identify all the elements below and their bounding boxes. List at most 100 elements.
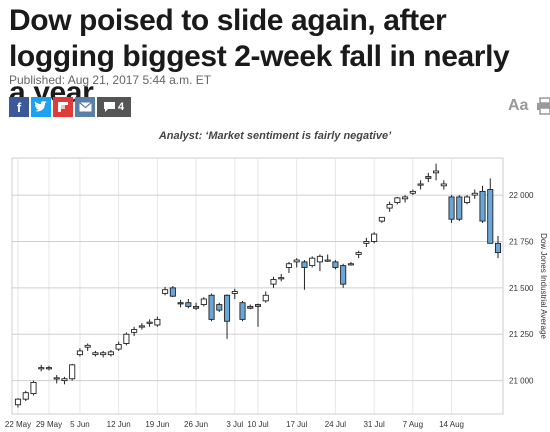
article-title: Dow poised to slide again, after logging… — [9, 4, 510, 109]
candle-up — [22, 392, 29, 400]
dow-candlestick-chart: 22 May 29 May 5 Jun 12 Jun 19 Jun 26 Jun 3 Jul… — [5, 157, 548, 429]
candle-up — [347, 263, 354, 266]
candle-up — [309, 257, 316, 267]
candle-up — [146, 321, 153, 324]
candle-up — [200, 298, 207, 306]
candle-up — [123, 333, 130, 344]
comment-icon — [103, 102, 115, 112]
print-button[interactable] — [536, 97, 550, 115]
candle-down — [448, 196, 455, 220]
facebook-icon: f — [16, 99, 22, 115]
comment-count: 4 — [117, 101, 125, 113]
email-share-button[interactable] — [75, 97, 95, 117]
candle-up — [386, 203, 393, 209]
candle-up — [138, 325, 145, 328]
candle-up — [394, 197, 401, 203]
candle-up — [154, 318, 161, 326]
candle-up — [162, 289, 169, 294]
candle-down — [456, 196, 463, 220]
published-date: Published: Aug 21, 2017 5:44 a.m. ET — [9, 73, 212, 87]
candle-up — [231, 291, 238, 294]
candle-up — [285, 263, 293, 268]
candle-up — [131, 329, 138, 333]
candle-down — [254, 304, 262, 307]
candle-down — [223, 294, 231, 322]
candle-down — [247, 305, 254, 309]
candle-down — [239, 302, 246, 320]
x-tick-label: 10 Jul — [247, 420, 269, 429]
y-tick-label: 22 000 — [509, 191, 534, 200]
candle-down — [479, 190, 486, 222]
candle-up — [69, 364, 76, 380]
y-tick-label: 21 000 — [509, 377, 534, 386]
candle-up — [61, 378, 68, 382]
x-tick-label: 17 Jul — [286, 420, 308, 429]
candle-up — [324, 259, 331, 262]
candle-up — [92, 352, 99, 356]
candle-up — [115, 343, 122, 350]
candle-up — [270, 279, 277, 285]
candle-up — [417, 183, 424, 186]
candle-up — [355, 252, 362, 255]
candle-down — [340, 265, 347, 285]
x-tick-label: 5 Jun — [70, 420, 90, 429]
flipboard-share-button[interactable] — [53, 97, 73, 117]
candle-up — [471, 192, 478, 196]
candle-up — [278, 277, 285, 280]
x-tick-label: 22 May — [5, 420, 31, 429]
x-tick-label: 26 Jun — [184, 420, 208, 429]
y-axis-label: Dow Jones Industrial Average — [539, 233, 548, 339]
candle-down — [332, 261, 339, 268]
twitter-share-button[interactable] — [31, 97, 51, 117]
candle-up — [316, 255, 323, 263]
candle-down — [185, 302, 192, 307]
comments-button[interactable]: 4 — [97, 97, 131, 117]
candle-down — [208, 294, 215, 320]
candle-up — [371, 233, 378, 242]
candle-up — [262, 294, 269, 302]
x-tick-label: 29 May — [36, 420, 62, 429]
candle-up — [363, 241, 370, 244]
candle-up — [100, 352, 107, 356]
x-tick-label: 24 Jul — [325, 420, 347, 429]
font-size-control[interactable]: Aa — [508, 97, 529, 114]
candle-up — [107, 351, 114, 356]
x-tick-label: 7 Aug — [403, 420, 423, 429]
candle-up — [378, 216, 385, 222]
x-tick-label: 19 Jun — [145, 420, 169, 429]
share-bar: f 4 — [9, 97, 131, 117]
candle-up — [14, 398, 22, 406]
y-tick-label: 21 250 — [509, 330, 534, 339]
candle-down — [169, 287, 176, 297]
candle-up — [433, 170, 440, 174]
y-tick-label: 21 500 — [509, 284, 534, 293]
candle-up — [293, 259, 300, 263]
candle-down — [301, 261, 308, 268]
y-tick-label: 21 750 — [509, 237, 534, 246]
candle-up — [440, 183, 447, 187]
candle-up — [84, 344, 91, 348]
email-icon — [78, 102, 92, 112]
candle-up — [45, 367, 53, 370]
candle-down — [494, 242, 502, 254]
facebook-share-button[interactable]: f — [9, 97, 29, 117]
candle-up — [76, 350, 83, 356]
candle-down — [487, 189, 494, 244]
candle-down — [425, 176, 432, 179]
print-icon — [537, 97, 550, 115]
candle-up — [30, 382, 37, 395]
x-tick-label: 31 Jul — [363, 420, 385, 429]
x-tick-label: 3 Jul — [226, 420, 243, 429]
twitter-icon — [34, 101, 47, 112]
candle-up — [53, 377, 60, 380]
x-tick-label: 12 Jun — [107, 420, 131, 429]
candle-up — [402, 196, 409, 200]
x-tick-label: 14 Aug — [439, 420, 464, 429]
candle-down — [177, 302, 184, 305]
candle-up — [409, 190, 416, 194]
candle-down — [216, 304, 223, 311]
candle-up — [38, 367, 45, 370]
candle-down — [193, 305, 200, 309]
flipboard-icon — [58, 102, 68, 112]
candle-up — [463, 196, 471, 203]
